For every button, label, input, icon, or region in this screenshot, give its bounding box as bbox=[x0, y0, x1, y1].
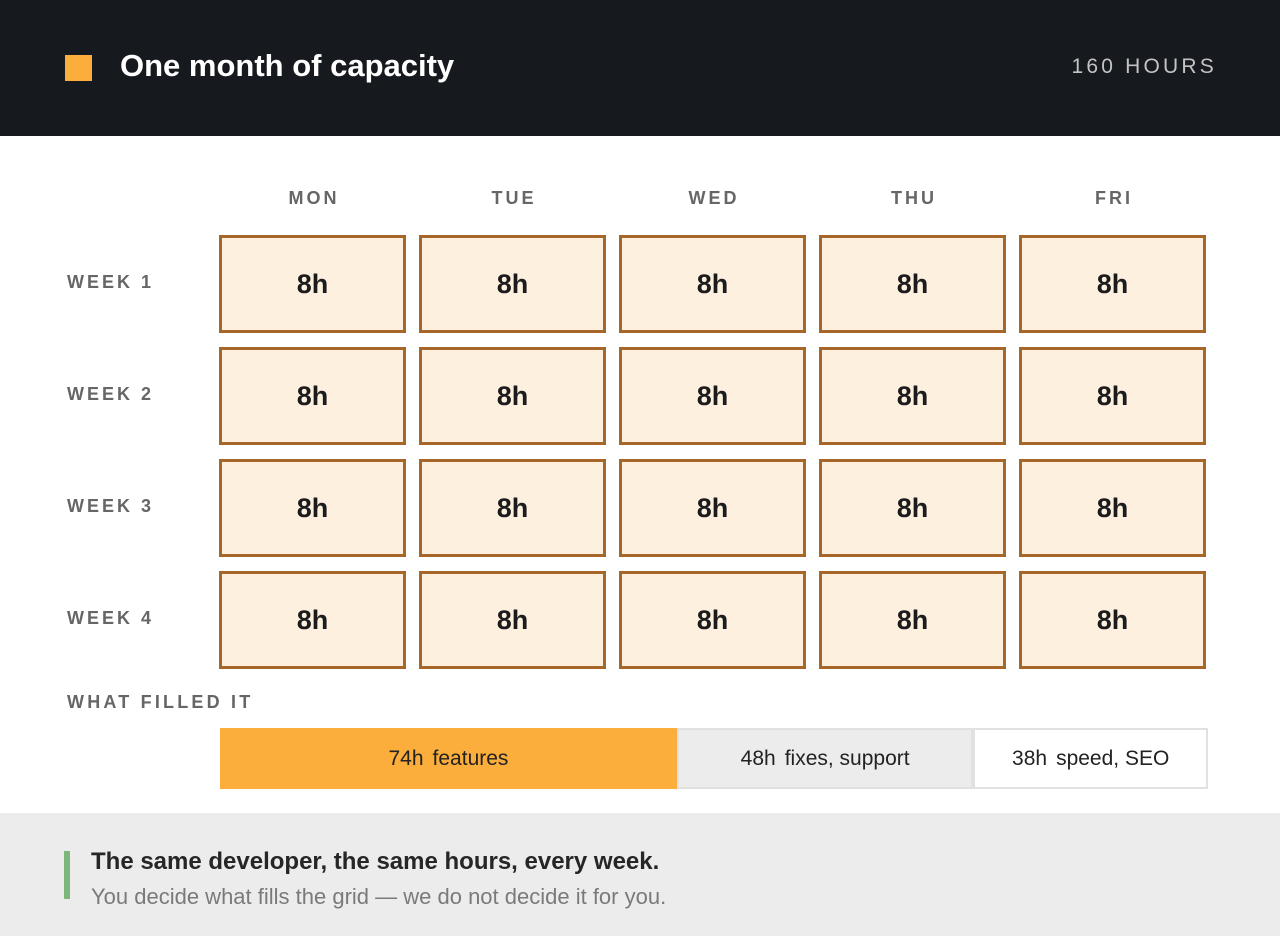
segment-label: fixes, support bbox=[784, 746, 910, 770]
segment-label: features bbox=[432, 746, 509, 770]
accent-bar bbox=[64, 851, 70, 899]
segment-label: speed, SEO bbox=[1056, 746, 1170, 770]
hour-cell: 8h bbox=[1019, 235, 1206, 333]
hour-cell: 8h bbox=[219, 347, 406, 445]
footer-subtext: You decide what fills the grid — we do n… bbox=[91, 884, 667, 909]
allocation-bar: 74h features 48h fixes, support 38h spee… bbox=[220, 728, 1208, 789]
hour-cell: 8h bbox=[619, 459, 806, 557]
hour-cell: 8h bbox=[419, 571, 606, 669]
header: One month of capacity 160 HOURS bbox=[0, 0, 1280, 136]
page-title: One month of capacity bbox=[120, 48, 455, 83]
hour-cell: 8h bbox=[819, 459, 1006, 557]
hour-cell: 8h bbox=[419, 347, 606, 445]
segment-hours: 38h bbox=[1012, 746, 1048, 770]
segment-speed-seo: 38h speed, SEO bbox=[973, 728, 1208, 789]
header-square-icon bbox=[65, 55, 92, 81]
allocation-title: WHAT FILLED IT bbox=[67, 692, 254, 712]
week-label-4: WEEK 4 bbox=[67, 608, 155, 628]
day-header-wed: WED bbox=[688, 188, 740, 208]
hour-cell: 8h bbox=[819, 235, 1006, 333]
hour-cell: 8h bbox=[619, 235, 806, 333]
hour-cell: 8h bbox=[1019, 347, 1206, 445]
day-header-thu: THU bbox=[891, 188, 937, 208]
hour-cell: 8h bbox=[1019, 459, 1206, 557]
footer-headline: The same developer, the same hours, ever… bbox=[91, 848, 660, 875]
week-label-3: WEEK 3 bbox=[67, 496, 155, 516]
day-header-tue: TUE bbox=[491, 188, 537, 208]
day-header-mon: MON bbox=[288, 188, 340, 208]
week-label-1: WEEK 1 bbox=[67, 272, 155, 292]
segment-hours: 74h bbox=[388, 746, 424, 770]
total-hours: 160 HOURS bbox=[1071, 55, 1217, 78]
hour-cell: 8h bbox=[819, 347, 1006, 445]
week-label-2: WEEK 2 bbox=[67, 384, 155, 404]
hour-cell: 8h bbox=[419, 459, 606, 557]
hour-cell: 8h bbox=[419, 235, 606, 333]
day-header-fri: FRI bbox=[1095, 188, 1133, 208]
segment-fixes-support: 48h fixes, support bbox=[676, 728, 974, 789]
hour-cell: 8h bbox=[619, 571, 806, 669]
hour-cell: 8h bbox=[1019, 571, 1206, 669]
footer-callout: The same developer, the same hours, ever… bbox=[0, 813, 1280, 936]
hour-cell: 8h bbox=[219, 235, 406, 333]
segment-hours: 48h bbox=[740, 746, 776, 770]
hour-cell: 8h bbox=[219, 571, 406, 669]
hour-cell: 8h bbox=[619, 347, 806, 445]
segment-features: 74h features bbox=[220, 728, 677, 789]
hour-cell: 8h bbox=[819, 571, 1006, 669]
hour-cell: 8h bbox=[219, 459, 406, 557]
